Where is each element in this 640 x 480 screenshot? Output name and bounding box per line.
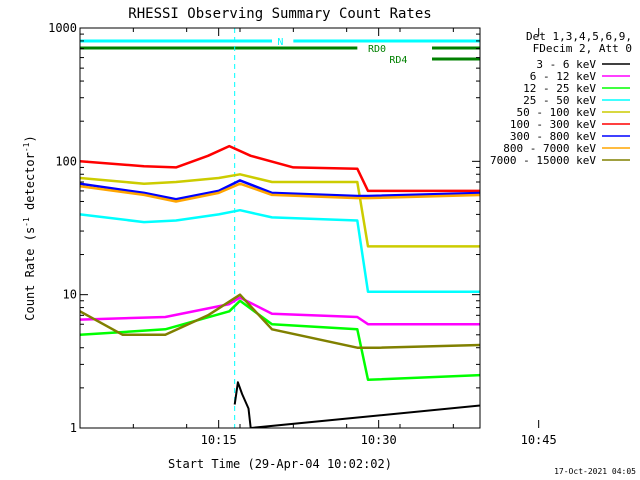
chart-title: RHESSI Observing Summary Count Rates [128,6,431,22]
flag-bar-label: RD0 [368,44,386,55]
legend-entry-label: 300 - 800 keV [510,130,596,143]
series-line-2 [80,299,480,382]
y-tick-label: 10 [63,288,77,302]
y-axis-label-main: Count Rate (s [23,227,37,321]
legend-header-line-1: Det 1,3,4,5,6,9, [526,30,632,43]
legend: Det 1,3,4,5,6,9, FDecim 2, Att 0 3 - 6 k… [490,30,632,167]
series-line-5 [80,144,480,193]
legend-entry-label: 3 - 6 keV [536,58,596,71]
legend-entry-label: 7000 - 15000 keV [490,154,596,167]
series-line-6 [80,179,480,201]
legend-entry-label: 25 - 50 keV [523,94,596,107]
legend-entry-label: 50 - 100 keV [517,106,597,119]
legend-entry-label: 800 - 7000 keV [503,142,596,155]
series-line-7 [80,182,480,203]
series-layer [80,144,480,428]
x-tick-label: 10:45 [521,433,557,447]
series-line-8 [80,293,480,349]
flag-bar-label: N [277,37,283,48]
footer-date: 17-Oct-2021 04:05 [554,467,636,476]
legend-header-line-2: FDecim 2, Att 0 [533,42,632,55]
x-tick-label: 10:15 [201,433,237,447]
y-tick-label: 1000 [48,21,77,35]
flag-bar-label: RD4 [389,55,407,66]
series-line-0 [233,381,480,428]
series-line-1 [80,296,480,326]
x-tick-label: 10:30 [361,433,397,447]
y-axis-label-mid: detector [23,152,37,217]
legend-entry-label: 12 - 25 keV [523,82,596,95]
y-axis-label: Count Rate (s-1 detector-1) [22,135,37,320]
legend-entry-label: 100 - 300 keV [510,118,596,131]
y-tick-label: 1 [70,421,77,435]
x-axis-label: Start Time (29-Apr-04 10:02:02) [168,457,392,471]
y-tick-labels: 1 10 100 1000 [48,21,77,435]
y-tick-label: 100 [55,154,77,168]
plot-frame [79,27,481,429]
y-axis-label-end: ) [23,135,37,142]
y-axis-label-sup1: -1 [22,217,31,227]
vertical-markers [234,28,236,428]
series-line-3 [80,208,480,294]
series-line-4 [80,173,480,248]
series-clip-group [80,144,480,428]
legend-entry-label: 6 - 12 keV [530,70,597,83]
y-axis-label-sup2: -1 [22,142,31,152]
